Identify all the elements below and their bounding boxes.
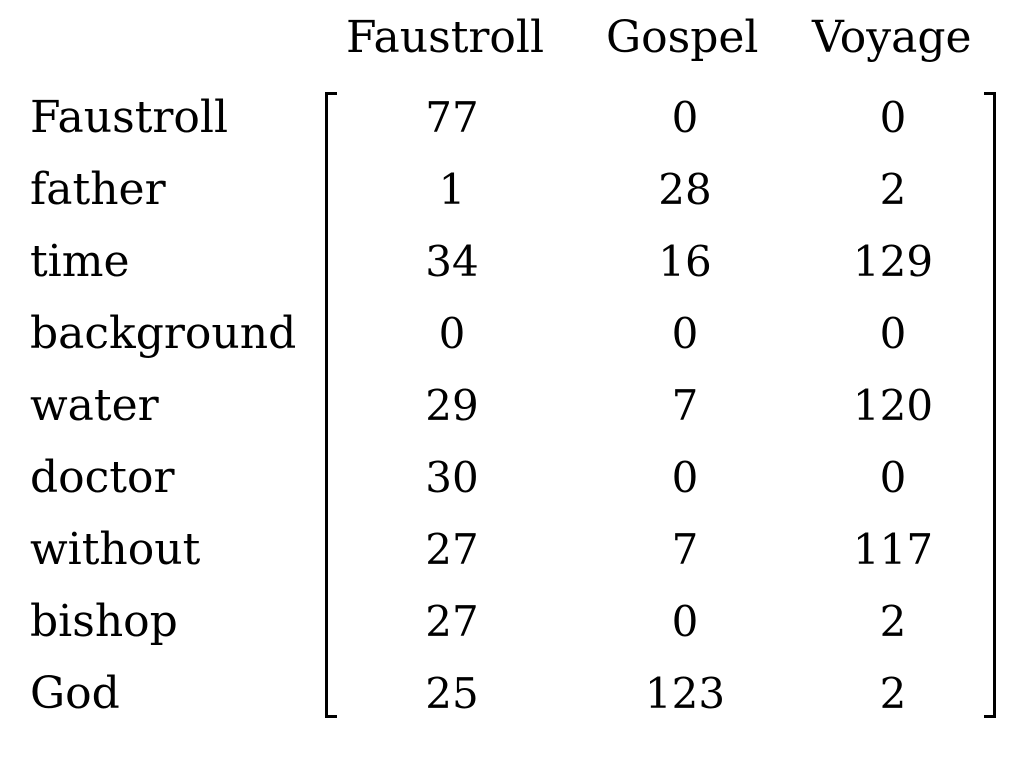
row-label: background	[30, 308, 297, 359]
matrix-cell: 129	[852, 237, 934, 286]
matrix-cell: 123	[644, 669, 726, 718]
matrix-cell: 0	[879, 309, 907, 358]
matrix-cell: 2	[879, 165, 907, 214]
matrix-cell: 1	[438, 165, 466, 214]
row-label: water	[30, 380, 159, 431]
row-label: without	[30, 524, 201, 575]
matrix-cell: 27	[425, 525, 479, 574]
matrix-cell: 0	[671, 309, 699, 358]
matrix-cell: 0	[671, 597, 699, 646]
matrix-cell: 77	[425, 93, 479, 142]
matrix-cell: 28	[658, 165, 712, 214]
row-label: Faustroll	[30, 92, 229, 143]
matrix-cell: 27	[425, 597, 479, 646]
matrix-cell: 29	[425, 381, 479, 430]
row-label: God	[30, 668, 120, 719]
matrix-right-bracket	[984, 92, 996, 718]
matrix-cell: 7	[671, 525, 699, 574]
matrix-cell: 0	[879, 453, 907, 502]
matrix-cell: 120	[852, 381, 934, 430]
column-header-faustroll: Faustroll	[346, 12, 545, 63]
matrix-cell: 117	[852, 525, 934, 574]
matrix-cell: 7	[671, 381, 699, 430]
row-label: time	[30, 236, 130, 287]
row-label: doctor	[30, 452, 175, 503]
row-label: father	[30, 164, 166, 215]
matrix-cell: 30	[425, 453, 479, 502]
matrix-cell: 0	[879, 93, 907, 142]
matrix-cell: 25	[425, 669, 479, 718]
matrix-cell: 2	[879, 669, 907, 718]
matrix-cell: 0	[671, 93, 699, 142]
column-header-voyage: Voyage	[812, 12, 972, 63]
matrix-left-bracket	[325, 92, 337, 718]
row-label: bishop	[30, 596, 178, 647]
matrix-cell: 34	[425, 237, 479, 286]
matrix-cell: 16	[658, 237, 712, 286]
matrix-cell: 0	[438, 309, 466, 358]
matrix-cell: 0	[671, 453, 699, 502]
column-header-gospel: Gospel	[606, 12, 759, 63]
matrix-cell: 2	[879, 597, 907, 646]
